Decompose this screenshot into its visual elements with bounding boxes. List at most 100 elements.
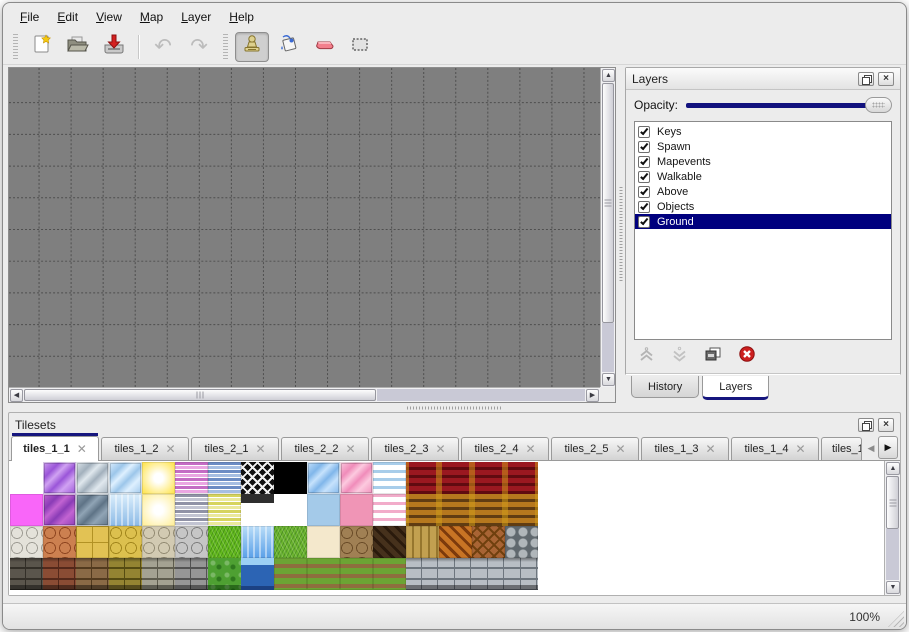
- tile-lightgray-brick-wall[interactable]: [505, 558, 538, 590]
- raise-layer-button[interactable]: [638, 346, 655, 368]
- canvas-vertical-scrollbar[interactable]: ▲ ▼: [600, 68, 615, 387]
- menu-map[interactable]: Map: [139, 10, 164, 24]
- palette-vertical-scrollbar[interactable]: ▲ ▼: [884, 461, 900, 595]
- tile-water-edge[interactable]: [241, 558, 274, 590]
- tile-black[interactable]: [274, 462, 307, 494]
- float-tilesets-button[interactable]: [858, 417, 874, 432]
- tile-wood-planks[interactable]: [406, 526, 439, 558]
- canvas-horizontal-scrollbar[interactable]: ◀ ▶: [9, 387, 600, 402]
- fill-tool-button[interactable]: [271, 32, 305, 62]
- palette-scroll-thumb[interactable]: [886, 476, 899, 529]
- tile-violet-crystal[interactable]: [43, 494, 76, 526]
- tile-blue-waves[interactable]: [373, 462, 406, 494]
- tile-pale-yellow-glow[interactable]: [142, 494, 175, 526]
- vertical-scroll-thumb[interactable]: [602, 83, 614, 323]
- layer-visibility-checkbox[interactable]: [638, 140, 650, 153]
- tile-grass-dirt-rows[interactable]: [373, 558, 406, 590]
- redo-button[interactable]: ↷: [182, 32, 216, 62]
- stamp-tool-button[interactable]: [235, 31, 269, 62]
- tileset-tab-tiles_1_2[interactable]: tiles_1_2 ✕: [101, 437, 189, 460]
- tile-red-curtain[interactable]: [439, 462, 472, 494]
- tile-lattice[interactable]: [241, 462, 274, 494]
- scroll-down-arrow[interactable]: ▼: [602, 373, 615, 386]
- tile-olive-stone-wall[interactable]: [109, 558, 142, 590]
- tile-yellow-glow[interactable]: [142, 462, 175, 494]
- tile-grass-dirt-rows[interactable]: [274, 558, 307, 590]
- tile-pink-stripes[interactable]: [175, 462, 208, 494]
- tile-yellow-pavement[interactable]: [109, 526, 142, 558]
- tile-pink-crystal[interactable]: [340, 462, 373, 494]
- tile-red-curtain[interactable]: [472, 462, 505, 494]
- tile-blank[interactable]: [274, 494, 307, 526]
- layer-row-spawn[interactable]: Spawn: [635, 139, 891, 154]
- tile-red-curtain[interactable]: [406, 462, 439, 494]
- layer-visibility-checkbox[interactable]: [638, 185, 650, 198]
- tile-blank[interactable]: [10, 462, 43, 494]
- tile-darkgray-brick-wall[interactable]: [10, 558, 43, 590]
- close-tilesets-button[interactable]: ×: [878, 417, 894, 432]
- tile-magenta[interactable]: [10, 494, 43, 526]
- layer-row-above[interactable]: Above: [635, 184, 891, 199]
- tile-yellow-stripes[interactable]: [208, 494, 241, 526]
- menu-edit[interactable]: Edit: [57, 10, 79, 24]
- tile-brown-brick-wall[interactable]: [43, 558, 76, 590]
- float-panel-button[interactable]: [858, 71, 874, 86]
- tile-pink-waves[interactable]: [373, 494, 406, 526]
- tileset-tab-tiles_1_1[interactable]: tiles_1_1 ✕: [11, 436, 99, 461]
- tile-lightgray-brick-wall[interactable]: [472, 558, 505, 590]
- layer-row-walkable[interactable]: Walkable: [635, 169, 891, 184]
- tile-orange-curtain[interactable]: [505, 494, 538, 526]
- tileset-tab-tiles_1_3[interactable]: tiles_1_3 ✕: [641, 437, 729, 460]
- tileset-tab-tiles_1_4[interactable]: tiles_1_4 ✕: [731, 437, 819, 460]
- eraser-tool-button[interactable]: [307, 32, 341, 62]
- tileset-tab-tiles_2_4[interactable]: tiles_2_4 ✕: [461, 437, 549, 460]
- opacity-slider[interactable]: [686, 97, 892, 113]
- tile-water[interactable]: [241, 526, 274, 558]
- tile-red-curtain[interactable]: [505, 462, 538, 494]
- layer-row-ground[interactable]: Ground: [635, 214, 891, 229]
- close-panel-button[interactable]: ×: [878, 71, 894, 86]
- tile-graystone-wall[interactable]: [142, 558, 175, 590]
- duplicate-layer-button[interactable]: [704, 346, 722, 368]
- scroll-right-arrow[interactable]: ▶: [586, 389, 599, 402]
- close-tab-icon[interactable]: ✕: [795, 442, 806, 456]
- scroll-left-arrow[interactable]: ◀: [10, 389, 23, 402]
- tile-terracotta-pavement[interactable]: [43, 526, 76, 558]
- tileset-tab-tiles_2_2[interactable]: tiles_2_2 ✕: [281, 437, 369, 460]
- tile-grass-dirt-rows[interactable]: [307, 558, 340, 590]
- tile-light-water[interactable]: [109, 494, 142, 526]
- tileset-tab-tiles_1_[interactable]: tiles_1_: [821, 437, 862, 460]
- tile-orange-curtain[interactable]: [406, 494, 439, 526]
- tab-scroll-right-arrow[interactable]: ▶: [878, 436, 898, 459]
- open-map-button[interactable]: [61, 32, 95, 62]
- layer-visibility-checkbox[interactable]: [638, 155, 650, 168]
- tile-yellow-tiles[interactable]: [76, 526, 109, 558]
- tile-grass-2[interactable]: [274, 526, 307, 558]
- tile-tan-brick-wall[interactable]: [76, 558, 109, 590]
- delete-layer-button[interactable]: [738, 345, 756, 368]
- opacity-slider-handle[interactable]: [865, 97, 892, 113]
- tile-gray-stripes[interactable]: [175, 494, 208, 526]
- tile-gray-crystal[interactable]: [76, 462, 109, 494]
- vertical-splitter[interactable]: [616, 67, 625, 403]
- tile-gray-brick-wall[interactable]: [175, 558, 208, 590]
- tile-grass[interactable]: [208, 526, 241, 558]
- layer-visibility-checkbox[interactable]: [638, 125, 650, 138]
- close-tab-icon[interactable]: ✕: [76, 442, 87, 456]
- tile-sand[interactable]: [307, 526, 340, 558]
- layer-visibility-checkbox[interactable]: [638, 215, 650, 228]
- tile-skyblue-crystal[interactable]: [307, 462, 340, 494]
- tools-drag-handle[interactable]: [222, 33, 229, 60]
- menu-layer[interactable]: Layer: [181, 10, 212, 24]
- menu-view[interactable]: View: [96, 10, 122, 24]
- layer-row-objects[interactable]: Objects: [635, 199, 891, 214]
- lower-layer-button[interactable]: [671, 346, 688, 368]
- close-tab-icon[interactable]: ✕: [345, 442, 356, 456]
- tile-beige-cobblestone[interactable]: [142, 526, 175, 558]
- close-tab-icon[interactable]: ✕: [525, 442, 536, 456]
- menu-help[interactable]: Help: [229, 10, 254, 24]
- tile-brick-weave[interactable]: [439, 526, 472, 558]
- layer-row-mapevents[interactable]: Mapevents: [635, 154, 891, 169]
- new-map-button[interactable]: [25, 32, 59, 62]
- tile-lightgray-brick-wall[interactable]: [439, 558, 472, 590]
